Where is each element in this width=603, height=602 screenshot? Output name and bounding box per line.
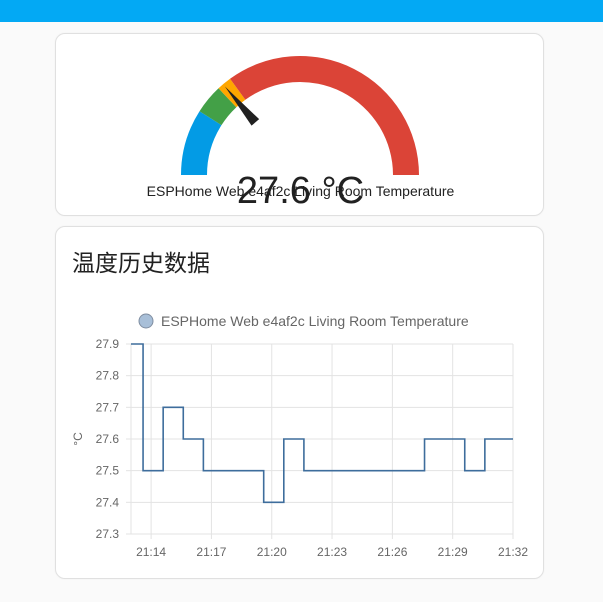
legend-label[interactable]: ESPHome Web e4af2c Living Room Temperatu… — [161, 313, 469, 329]
legend-marker[interactable] — [138, 313, 154, 329]
x-tick-label: 21:29 — [438, 545, 468, 559]
y-tick-label: 27.9 — [96, 337, 120, 351]
gauge-segment-3 — [230, 56, 419, 175]
x-tick-label: 21:23 — [317, 545, 347, 559]
x-tick-label: 21:20 — [257, 545, 287, 559]
gauge-entity-name: ESPHome Web e4af2c Living Room Temperatu… — [146, 183, 455, 199]
y-tick-label: 27.8 — [96, 369, 120, 383]
gauge-segment-1 — [199, 88, 237, 126]
history-chart: 27.3 27.4 27.5 27.6 27.7 27.8 27.9 21:14 21:17 21… — [71, 313, 528, 559]
gauge-segment-0 — [181, 111, 222, 175]
gauge — [181, 56, 419, 175]
gauge-needle — [224, 86, 260, 126]
y-tick-label: 27.7 — [96, 400, 120, 414]
gauge-value: 27.6 °C — [236, 170, 365, 212]
gauge-card[interactable]: 27.6 °C ESPHome Web e4af2c Living Room T… — [55, 33, 544, 216]
y-tick-label: 27.5 — [96, 464, 120, 478]
card-title: 温度历史数据 — [72, 251, 210, 277]
y-tick-label: 27.6 — [96, 432, 120, 446]
series-line — [131, 343, 513, 504]
x-tick-label: 21:14 — [136, 545, 166, 559]
top-app-bar — [0, 0, 603, 22]
x-tick-label: 21:32 — [498, 545, 528, 559]
history-card: 温度历史数据 27.3 27.4 27.5 27.6 27.7 27.8 27.9 21:14… — [55, 226, 544, 579]
y-tick-label: 27.4 — [96, 495, 120, 509]
x-tick-label: 21:17 — [196, 545, 226, 559]
y-tick-label: 27.3 — [96, 527, 120, 541]
x-tick-label: 21:26 — [377, 545, 407, 559]
y-axis-label: °C — [71, 432, 85, 446]
